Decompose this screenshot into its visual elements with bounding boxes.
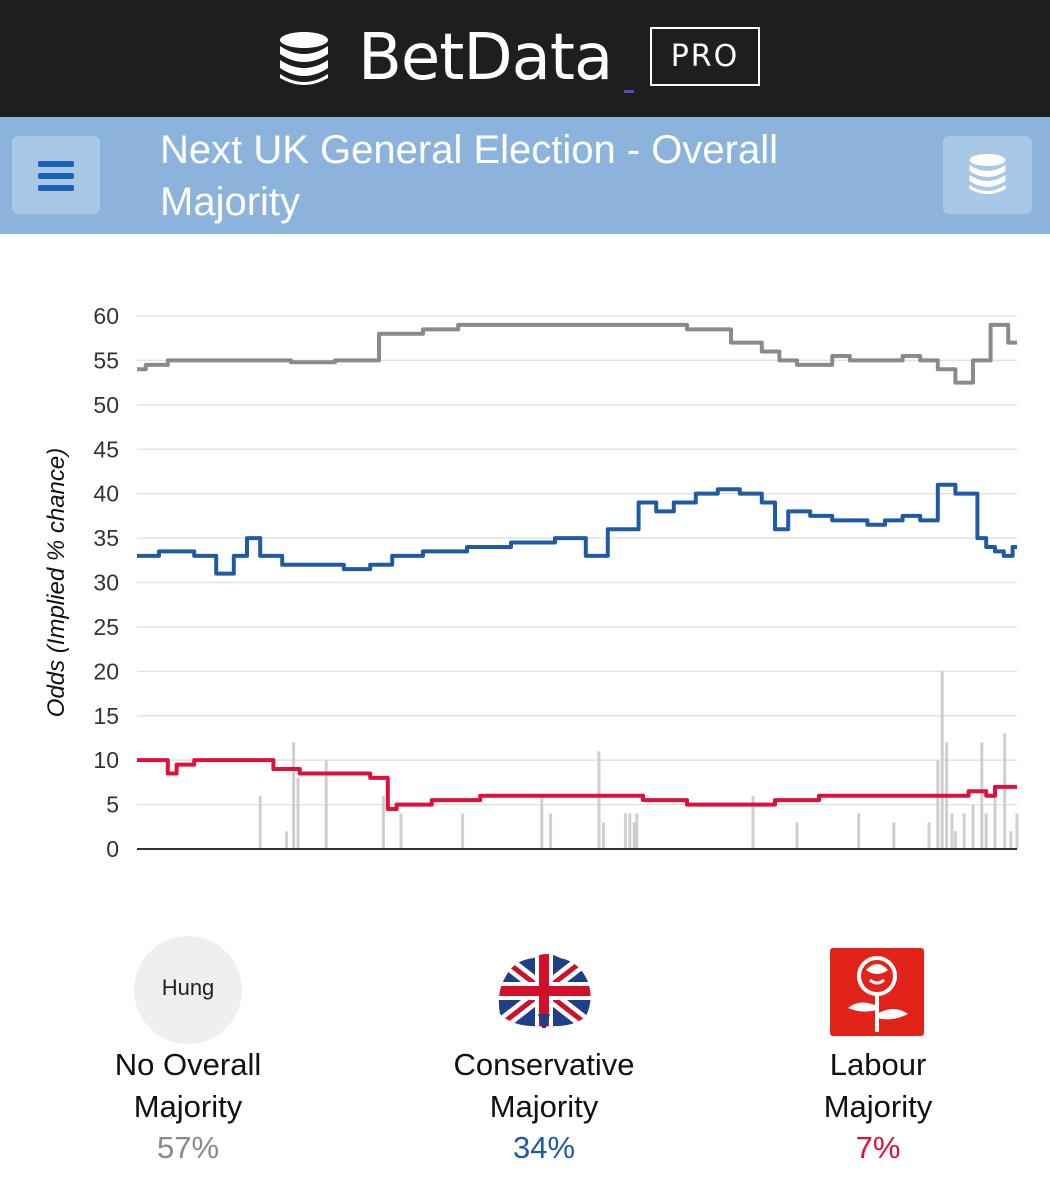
y-tick-label: 0 bbox=[106, 836, 119, 862]
volume-bar bbox=[399, 813, 403, 849]
database-icon bbox=[280, 32, 328, 85]
volume-bar bbox=[632, 822, 636, 849]
series-line-labour-majority bbox=[137, 758, 1017, 812]
volume-bar bbox=[927, 822, 931, 849]
hung-badge: Hung bbox=[134, 936, 242, 1044]
outcome-percent: 57% bbox=[156, 1130, 220, 1165]
volume-bar bbox=[980, 742, 984, 849]
volume-bar bbox=[971, 804, 975, 849]
labour-rose-icon bbox=[830, 948, 924, 1036]
outcome-percent: 7% bbox=[855, 1130, 901, 1165]
volume-bar bbox=[296, 777, 300, 849]
y-tick-label: 55 bbox=[93, 347, 119, 373]
y-tick-label: 30 bbox=[93, 570, 119, 596]
menu-button[interactable] bbox=[12, 136, 100, 214]
outcome-percent: 34% bbox=[512, 1130, 576, 1165]
volume-bar bbox=[1015, 813, 1019, 849]
y-tick-label: 35 bbox=[93, 525, 119, 551]
volume-bar bbox=[984, 813, 988, 849]
volume-bar bbox=[292, 742, 296, 849]
y-tick-label: 20 bbox=[93, 658, 119, 684]
volume-bar bbox=[628, 813, 632, 849]
y-tick-label: 45 bbox=[93, 436, 119, 462]
volume-bar bbox=[285, 831, 289, 849]
outcome-label: Majority bbox=[823, 1089, 933, 1124]
y-tick-label: 5 bbox=[106, 792, 119, 818]
outcome-label: Majority bbox=[133, 1089, 243, 1124]
outcome-conservative-majority[interactable]: Conservative Majority 34% bbox=[414, 1044, 674, 1168]
y-tick-label: 25 bbox=[93, 614, 119, 640]
volume-bar bbox=[962, 813, 966, 849]
page-title: Next UK General Election - Overall Major… bbox=[160, 128, 779, 224]
database-icon bbox=[969, 154, 1006, 194]
y-tick-label: 50 bbox=[93, 392, 119, 418]
volume-bar bbox=[751, 795, 755, 849]
series-line-no-overall-majority bbox=[137, 322, 1017, 385]
conservative-logo-icon bbox=[498, 954, 591, 1028]
brand-name[interactable]: BetData bbox=[358, 21, 613, 95]
outcome-label: Labour bbox=[829, 1047, 927, 1082]
volume-bar bbox=[892, 822, 896, 849]
y-tick-label: 10 bbox=[93, 747, 119, 773]
volume-bar bbox=[950, 813, 954, 849]
y-tick-label: 60 bbox=[93, 303, 119, 329]
volume-bar bbox=[461, 813, 465, 849]
series-line-conservative-majority bbox=[137, 482, 1017, 576]
volume-bar bbox=[324, 760, 328, 849]
y-tick-label: 15 bbox=[93, 703, 119, 729]
outcome-label: Majority bbox=[489, 1089, 599, 1124]
volume-bar bbox=[936, 760, 940, 849]
page-header bbox=[0, 117, 1050, 234]
volume-bar bbox=[857, 813, 861, 849]
volume-bar bbox=[601, 822, 605, 849]
y-tick-label: 40 bbox=[93, 481, 119, 507]
volume-bar bbox=[795, 822, 799, 849]
y-axis-title: Odds (Implied % chance) bbox=[43, 448, 70, 717]
odds-chart: 0 5 10 15 20 25 30 35 40 45 50 55 60 Odds (Implied % … bbox=[43, 303, 1019, 862]
volume-bar bbox=[940, 671, 944, 849]
brand-underline bbox=[624, 90, 634, 93]
data-button[interactable] bbox=[943, 136, 1032, 214]
volume-bar bbox=[381, 795, 385, 849]
volume-bar bbox=[953, 831, 957, 849]
volume-bar bbox=[623, 813, 627, 849]
outcome-no-overall-majority[interactable]: No Overall Majority 57% bbox=[58, 1044, 318, 1168]
volume-bar bbox=[549, 813, 553, 849]
volume-bar bbox=[1003, 733, 1007, 849]
volume-bar bbox=[635, 813, 639, 849]
pro-badge: PRO bbox=[650, 27, 760, 86]
volume-bar bbox=[540, 795, 544, 849]
outcome-labour-majority[interactable]: Labour Majority 7% bbox=[748, 1044, 1008, 1168]
top-bar: BetData PRO bbox=[0, 0, 1050, 117]
outcome-label: No Overall bbox=[114, 1047, 262, 1082]
outcome-label: Conservative bbox=[453, 1047, 635, 1082]
volume-bar bbox=[597, 751, 601, 849]
volume-bar bbox=[1009, 831, 1013, 849]
volume-bar bbox=[258, 795, 262, 849]
volume-bar bbox=[993, 795, 997, 849]
